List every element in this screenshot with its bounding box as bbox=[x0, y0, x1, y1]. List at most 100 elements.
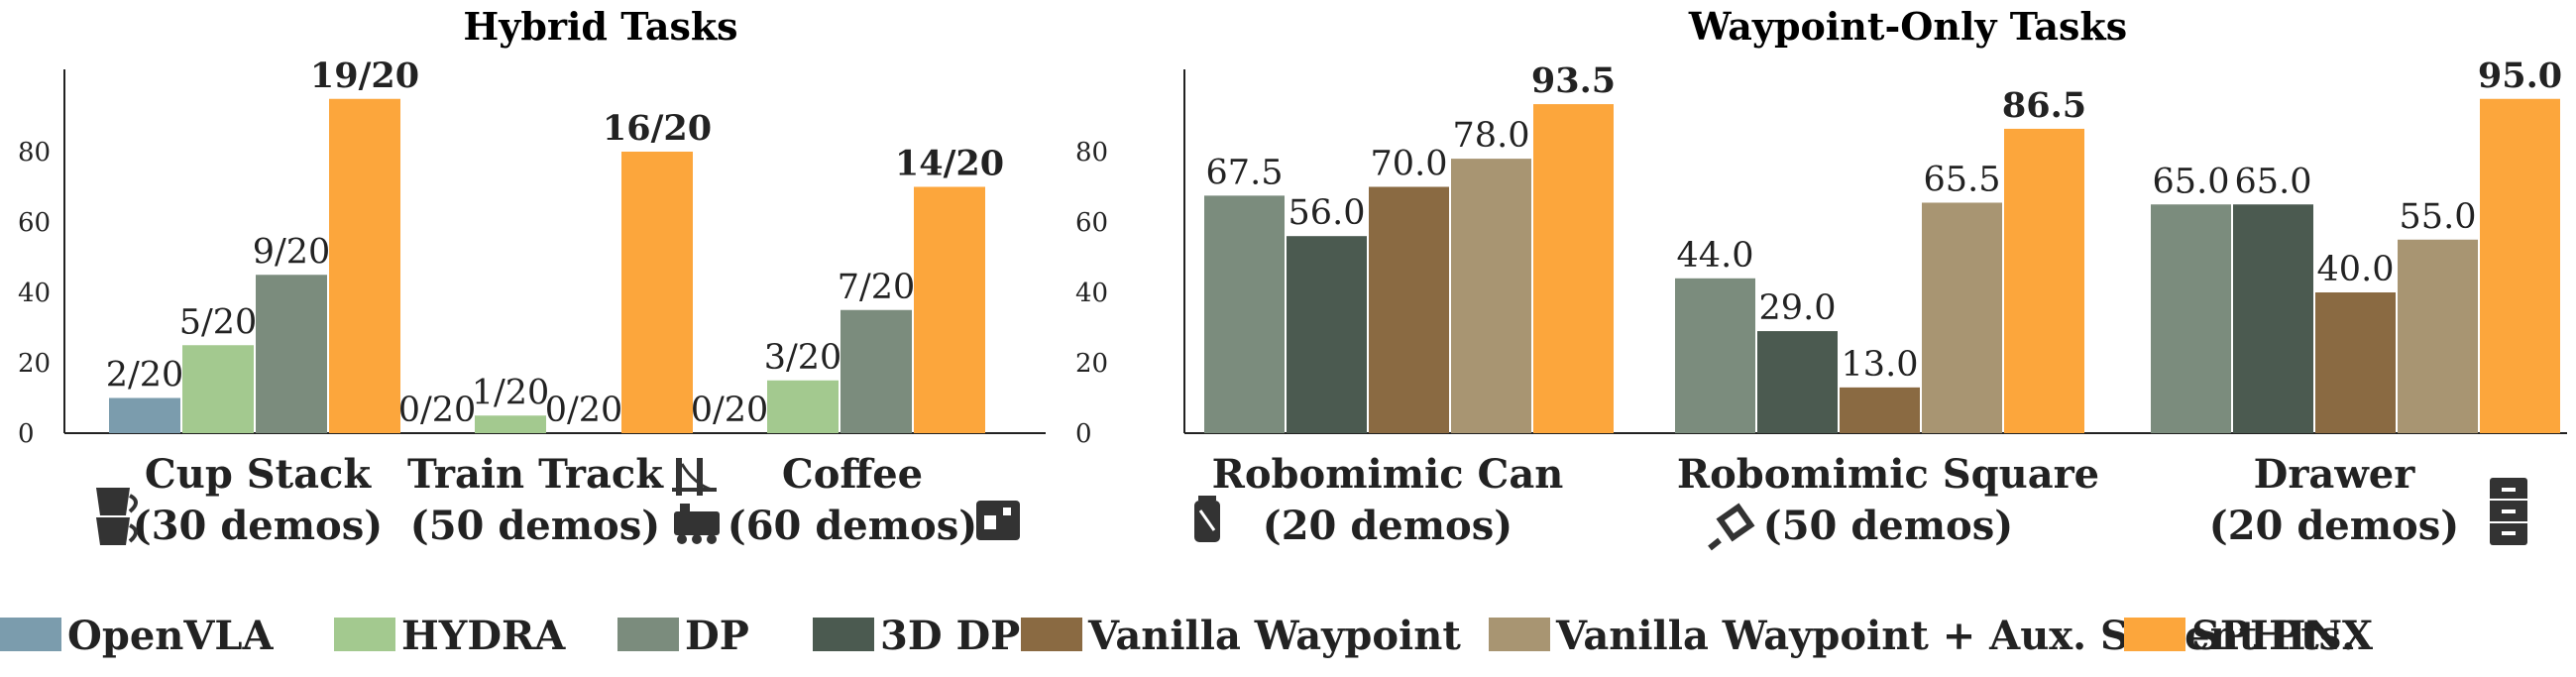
bar bbox=[1840, 387, 1920, 433]
drawer-cabinet-icon bbox=[2490, 478, 2527, 545]
legend-label: Vanilla Waypoint bbox=[1087, 613, 1461, 659]
data-label: 70.0 bbox=[1371, 145, 1448, 184]
coffee-machine-icon bbox=[976, 501, 1020, 540]
bar bbox=[840, 309, 912, 433]
legend-swatch bbox=[617, 618, 679, 651]
data-label: 0/20 bbox=[398, 391, 477, 430]
bar bbox=[2398, 239, 2478, 433]
category-label: Robomimic Can bbox=[1212, 451, 1564, 498]
bar bbox=[1451, 159, 1531, 433]
data-label: 40.0 bbox=[2317, 250, 2395, 289]
bar bbox=[109, 397, 180, 433]
legend-item: OpenVLA bbox=[0, 613, 275, 659]
y-tick-label: 80 bbox=[1075, 138, 1108, 168]
chart-panels: Hybrid Tasks 0 20 40 60 80 2/20 5/20 9/20 19/20 Cu… bbox=[18, 4, 2567, 551]
bar bbox=[182, 345, 254, 433]
bar bbox=[621, 152, 693, 433]
data-label: 19/20 bbox=[310, 56, 419, 96]
square-nut-icon bbox=[1708, 503, 1755, 551]
y-tick-label: 0 bbox=[18, 419, 35, 449]
legend-swatch bbox=[813, 618, 874, 651]
data-label: 65.0 bbox=[2153, 162, 2230, 201]
bar bbox=[1369, 186, 1449, 433]
bar-group-1: 67.556.070.078.093.5 bbox=[1204, 60, 1616, 433]
y-tick-label: 20 bbox=[18, 349, 51, 379]
category-sublabel: (30 demos) bbox=[133, 503, 383, 549]
data-label: 56.0 bbox=[1288, 193, 1366, 233]
bar bbox=[329, 98, 400, 433]
category-label: Cup Stack bbox=[145, 451, 372, 498]
legend-item: SPHINX bbox=[2124, 613, 2373, 659]
data-label: 3/20 bbox=[764, 338, 842, 378]
bar bbox=[1757, 331, 1838, 433]
legend-swatch bbox=[0, 618, 61, 651]
bar bbox=[914, 186, 985, 433]
y-tick-label: 20 bbox=[1075, 349, 1108, 379]
data-label: 55.0 bbox=[2400, 197, 2477, 237]
legend-label: 3D DP bbox=[880, 613, 1020, 659]
y-tick-label: 60 bbox=[18, 208, 51, 238]
legend-item: HYDRA bbox=[334, 613, 566, 659]
legend-item: Vanilla Waypoint bbox=[1021, 613, 1461, 659]
bridge-icon bbox=[672, 458, 717, 496]
data-label: 2/20 bbox=[106, 356, 184, 395]
category-sublabel: (50 demos) bbox=[1763, 503, 2013, 549]
bar bbox=[2480, 98, 2560, 433]
category-label: Robomimic Square bbox=[1677, 451, 2099, 498]
train-icon bbox=[674, 504, 720, 544]
legend: OpenVLA HYDRA DP 3D DP Vanilla Waypoint Vanil… bbox=[0, 613, 2373, 659]
bar bbox=[1533, 104, 1614, 433]
chart-panel-1: Hybrid Tasks 0 20 40 60 80 2/20 5/20 9/20 19/20 Cu… bbox=[18, 4, 1046, 549]
legend-label: HYDRA bbox=[401, 613, 566, 659]
category-sublabel: (60 demos) bbox=[728, 503, 977, 549]
bar-group-3: 65.0 65.0 40.055.0 95.0 bbox=[2151, 56, 2562, 433]
data-label: 95.0 bbox=[2478, 56, 2562, 96]
bar bbox=[1204, 195, 1285, 433]
y-tick-label: 0 bbox=[1075, 419, 1092, 449]
bar bbox=[1922, 202, 2002, 433]
y-tick-label: 40 bbox=[18, 279, 51, 308]
data-label: 86.5 bbox=[2002, 85, 2086, 126]
category-label: Coffee bbox=[782, 451, 923, 498]
bar bbox=[767, 380, 839, 433]
category-sublabel: (20 demos) bbox=[1263, 503, 1512, 549]
data-label: 78.0 bbox=[1453, 116, 1530, 156]
legend-label: DP bbox=[685, 613, 749, 659]
legend-swatch bbox=[2124, 618, 2185, 651]
bar-group-1: 2/20 5/20 9/20 19/20 bbox=[106, 56, 419, 433]
legend-item: 3D DP bbox=[813, 613, 1020, 659]
bar bbox=[256, 275, 327, 433]
bar bbox=[1675, 278, 1755, 433]
bar-group-3: 0/20 3/20 7/20 14/20 bbox=[691, 144, 1004, 433]
data-label: 9/20 bbox=[253, 232, 331, 272]
legend-label: SPHINX bbox=[2191, 613, 2373, 659]
panel-title: Hybrid Tasks bbox=[463, 4, 737, 49]
data-label: 93.5 bbox=[1531, 60, 1616, 101]
category-icons bbox=[96, 458, 2527, 551]
bar-group-2: 0/201/200/20 16/20 bbox=[398, 108, 712, 433]
category-sublabel: (50 demos) bbox=[410, 503, 660, 549]
legend-label: Vanilla Waypoint + Aux. Salient Pts. bbox=[1555, 613, 2355, 659]
data-label: 65.0 bbox=[2235, 162, 2312, 201]
bar bbox=[475, 415, 546, 433]
data-label: 1/20 bbox=[472, 373, 550, 412]
panel-title: Waypoint-Only Tasks bbox=[1688, 4, 2127, 49]
legend-swatch bbox=[1489, 618, 1550, 651]
legend-swatch bbox=[1021, 618, 1082, 651]
data-label: 14/20 bbox=[895, 144, 1004, 184]
data-label: 5/20 bbox=[179, 302, 258, 342]
data-label: 7/20 bbox=[838, 268, 916, 307]
y-tick-label: 80 bbox=[18, 138, 51, 168]
bar bbox=[2151, 204, 2231, 433]
data-label: 67.5 bbox=[1206, 153, 1284, 192]
data-label: 65.5 bbox=[1924, 160, 2001, 199]
legend-item: Vanilla Waypoint + Aux. Salient Pts. bbox=[1489, 613, 2355, 659]
bar bbox=[1287, 236, 1367, 433]
data-label: 44.0 bbox=[1677, 236, 1754, 276]
y-tick-label: 40 bbox=[1075, 279, 1108, 308]
data-label: 13.0 bbox=[1842, 345, 1919, 385]
legend-label: OpenVLA bbox=[67, 613, 275, 659]
can-icon bbox=[1194, 496, 1220, 542]
bar bbox=[2315, 292, 2396, 433]
